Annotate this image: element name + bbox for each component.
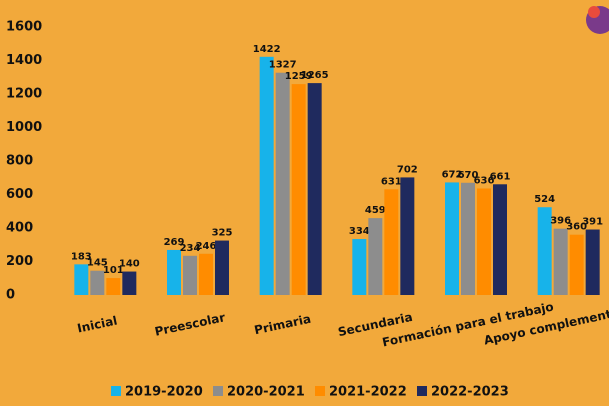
value-label: 636 — [474, 175, 495, 186]
bar — [477, 188, 491, 295]
bar — [275, 72, 290, 295]
bar — [445, 182, 459, 295]
bar — [352, 239, 367, 295]
legend-swatch — [111, 386, 121, 396]
value-label: 269 — [164, 237, 185, 248]
bar — [493, 184, 507, 295]
bar — [259, 56, 274, 295]
bar — [384, 189, 399, 295]
value-label: 145 — [87, 258, 108, 269]
value-label: 702 — [397, 164, 418, 175]
value-label: 391 — [582, 217, 603, 228]
legend-label: 2022-2023 — [431, 385, 509, 400]
bar — [307, 83, 322, 295]
value-label: 396 — [550, 216, 571, 227]
value-label: 1259 — [285, 71, 313, 82]
legend-swatch — [315, 386, 325, 396]
value-label: 672 — [442, 169, 463, 180]
bar — [215, 240, 229, 295]
y-tick-label: 600 — [6, 187, 33, 202]
value-label: 325 — [212, 228, 233, 239]
value-label: 334 — [349, 226, 370, 237]
value-label: 1265 — [301, 70, 329, 81]
bar — [291, 84, 306, 296]
legend-swatch — [213, 386, 223, 396]
y-tick-label: 0 — [6, 288, 15, 303]
value-label: 524 — [534, 194, 555, 205]
bar — [585, 229, 600, 295]
value-label: 459 — [365, 205, 386, 216]
value-label: 360 — [566, 222, 587, 233]
value-label: 661 — [490, 171, 511, 182]
bar — [122, 271, 137, 295]
value-label: 183 — [71, 251, 92, 262]
y-tick-label: 1400 — [6, 53, 42, 68]
legend-label: 2021-2022 — [329, 385, 407, 400]
bar — [183, 255, 197, 295]
value-label: 140 — [119, 259, 140, 270]
y-tick-label: 200 — [6, 254, 33, 269]
y-tick-label: 400 — [6, 221, 33, 236]
bar — [199, 253, 213, 295]
decoration — [586, 6, 609, 34]
bar — [74, 264, 89, 295]
bar — [368, 218, 383, 295]
legend-label: 2020-2021 — [227, 385, 305, 400]
value-label: 234 — [180, 243, 201, 254]
value-label: 1327 — [269, 60, 297, 71]
bar — [537, 207, 552, 295]
y-tick-label: 1200 — [6, 87, 42, 102]
y-tick-label: 800 — [6, 154, 33, 169]
value-label: 670 — [458, 170, 479, 181]
bar — [569, 234, 584, 295]
value-label: 101 — [103, 265, 124, 276]
bar — [461, 182, 475, 295]
legend-swatch — [417, 386, 427, 396]
bar — [400, 177, 415, 295]
y-tick-label: 1600 — [6, 20, 42, 35]
bar — [553, 228, 568, 295]
value-label: 631 — [381, 176, 402, 187]
legend-label: 2019-2020 — [125, 385, 203, 400]
bar — [90, 270, 105, 295]
value-label: 1422 — [253, 44, 281, 55]
bar — [167, 249, 181, 295]
value-label: 246 — [196, 241, 217, 252]
y-tick-label: 1000 — [6, 120, 42, 135]
bar — [106, 278, 121, 295]
